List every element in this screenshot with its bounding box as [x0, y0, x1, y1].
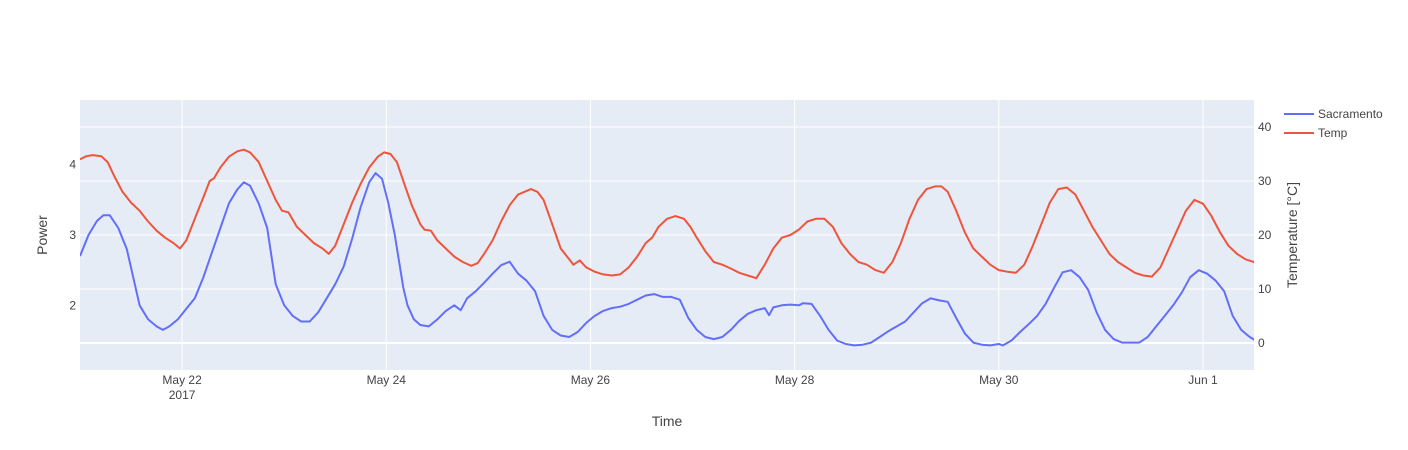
legend-item-temp[interactable]: Temp	[1284, 126, 1348, 140]
y2-tick-label: 20	[1258, 228, 1272, 242]
y2-tick-label: 30	[1258, 174, 1272, 188]
x-axis-title: Time	[652, 413, 683, 429]
y-tick-label: 4	[69, 158, 76, 172]
grid-lines	[80, 100, 1254, 370]
legend-label-sacramento: Sacramento	[1318, 107, 1383, 121]
y-axis-title: Power	[34, 215, 50, 255]
x-tick-label: May 22	[162, 373, 202, 387]
y2-tick-label: 40	[1258, 120, 1272, 134]
legend-item-sacramento[interactable]: Sacramento	[1284, 107, 1383, 121]
series-line-temp	[80, 148, 1254, 280]
x-tick-sublabel: 2017	[169, 388, 196, 402]
y2-tick-label: 0	[1258, 336, 1265, 350]
x-tick-label: Jun 1	[1188, 373, 1218, 387]
series-lines	[80, 148, 1254, 347]
y2-tick-label: 10	[1258, 282, 1272, 296]
legend-label-temp: Temp	[1318, 126, 1348, 140]
series-line-sacramento	[80, 172, 1254, 347]
x-tick-label: May 30	[979, 373, 1019, 387]
x-tick-label: May 26	[571, 373, 611, 387]
x-tick-label: May 24	[367, 373, 407, 387]
y-tick-label: 2	[69, 298, 76, 312]
y-tick-label: 3	[69, 228, 76, 242]
x-tick-label: May 28	[775, 373, 815, 387]
y2-axis-title: Temperature [°C]	[1284, 182, 1300, 288]
legend[interactable]: Sacramento Temp	[1284, 107, 1383, 140]
